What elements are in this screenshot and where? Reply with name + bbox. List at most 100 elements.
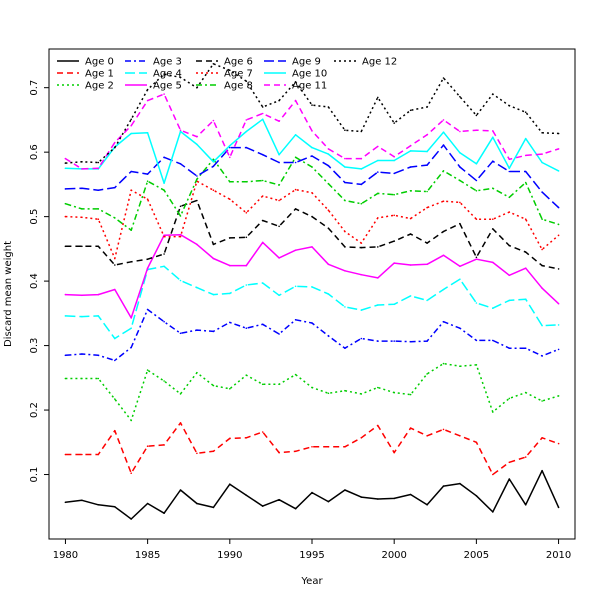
data-point xyxy=(163,182,165,184)
data-point xyxy=(344,446,346,448)
data-point xyxy=(114,337,116,340)
data-point xyxy=(409,150,412,152)
data-point xyxy=(212,450,215,453)
data-point xyxy=(426,340,428,342)
series-line xyxy=(65,362,559,422)
data-point xyxy=(245,374,248,377)
data-point xyxy=(327,164,330,167)
data-point xyxy=(541,248,543,251)
y-tick-label: 0.4 xyxy=(29,273,40,289)
series-age-3 xyxy=(64,308,560,362)
data-point xyxy=(81,161,83,163)
data-point xyxy=(327,148,330,150)
data-point xyxy=(426,242,428,244)
data-point xyxy=(196,286,198,289)
data-point xyxy=(278,498,280,501)
data-point xyxy=(81,499,83,502)
data-point xyxy=(196,502,198,505)
data-point xyxy=(459,222,461,225)
data-point xyxy=(130,518,132,520)
data-point xyxy=(426,150,428,153)
data-point xyxy=(245,80,248,82)
data-point xyxy=(64,157,67,160)
data-point xyxy=(130,419,132,422)
data-point xyxy=(459,482,461,485)
data-point xyxy=(409,217,412,220)
legend-item: Age 1 xyxy=(57,69,114,80)
data-point xyxy=(327,293,330,295)
data-point xyxy=(114,146,116,149)
data-point xyxy=(541,153,543,155)
data-point xyxy=(196,135,198,138)
data-point xyxy=(179,235,182,238)
data-point xyxy=(508,211,511,213)
legend-label: Age 4 xyxy=(153,69,182,80)
data-point xyxy=(146,180,149,182)
data-point xyxy=(541,191,543,193)
data-point xyxy=(278,257,280,259)
data-point xyxy=(459,152,461,154)
data-point xyxy=(81,453,83,456)
data-point xyxy=(442,362,445,365)
legend-label: Age 3 xyxy=(153,57,182,68)
data-point xyxy=(508,196,511,199)
data-point xyxy=(130,118,132,121)
data-point xyxy=(524,456,527,458)
data-point xyxy=(146,445,149,448)
legend-label: Age 6 xyxy=(224,57,253,68)
data-point xyxy=(294,319,297,321)
data-point xyxy=(508,170,511,173)
data-point xyxy=(393,155,396,158)
data-point xyxy=(114,288,116,291)
data-point xyxy=(393,193,396,196)
data-point xyxy=(97,354,100,357)
data-point xyxy=(508,461,511,464)
data-point xyxy=(442,320,445,323)
data-point xyxy=(492,136,494,139)
series-age-4 xyxy=(64,265,560,340)
data-point xyxy=(557,206,560,209)
data-point xyxy=(163,380,165,382)
data-point xyxy=(245,146,248,149)
data-point xyxy=(146,99,149,102)
data-point xyxy=(163,320,165,323)
series-age-10 xyxy=(64,118,560,184)
data-point xyxy=(311,155,313,157)
data-point xyxy=(360,273,363,276)
data-point xyxy=(97,293,100,296)
data-point xyxy=(278,99,280,102)
data-point xyxy=(344,199,346,202)
data-point xyxy=(261,505,264,507)
data-point xyxy=(557,302,560,305)
data-point xyxy=(492,339,494,342)
data-point xyxy=(459,365,461,368)
data-point xyxy=(130,189,132,191)
data-point xyxy=(492,307,494,310)
data-point xyxy=(442,144,445,146)
data-point xyxy=(130,346,132,349)
data-point xyxy=(261,118,264,121)
data-point xyxy=(327,446,330,448)
data-point xyxy=(163,189,165,191)
data-point xyxy=(524,218,527,220)
data-point xyxy=(524,170,527,173)
data-point xyxy=(377,304,379,306)
data-point xyxy=(97,189,100,191)
data-point xyxy=(426,106,428,108)
data-point xyxy=(426,299,428,302)
legend-label: Age 0 xyxy=(85,57,114,68)
data-point xyxy=(212,243,215,246)
data-point xyxy=(114,506,116,508)
data-point xyxy=(179,233,182,236)
data-point xyxy=(344,489,346,491)
x-tick-label: 1995 xyxy=(299,550,324,561)
data-point xyxy=(229,483,231,486)
data-point xyxy=(212,293,215,296)
data-point xyxy=(146,258,149,261)
data-point xyxy=(97,504,100,506)
data-point xyxy=(163,444,165,446)
data-point xyxy=(97,218,100,220)
data-point xyxy=(360,437,363,439)
data-point xyxy=(508,397,511,400)
